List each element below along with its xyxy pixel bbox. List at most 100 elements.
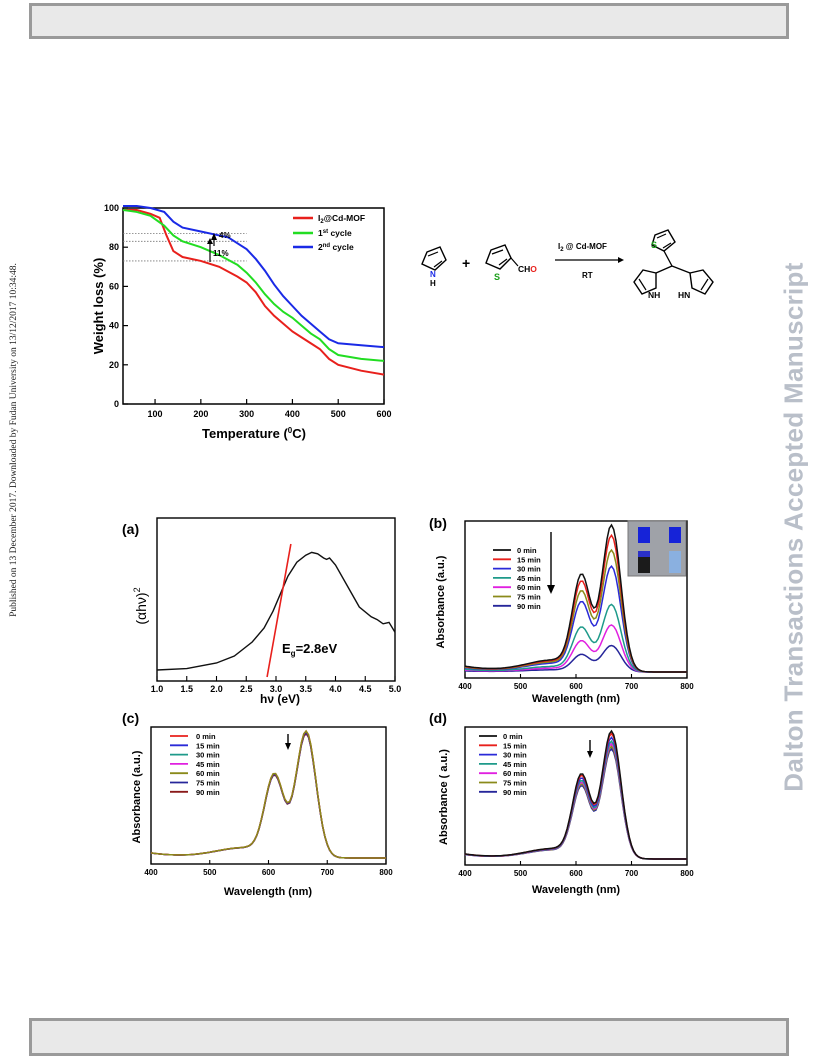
pd-series-6 bbox=[464, 745, 687, 860]
panel-a-label: (a) bbox=[122, 521, 139, 537]
pc-xtick-label: 700 bbox=[321, 868, 335, 877]
pb-series-3 bbox=[464, 565, 687, 673]
tga-series bbox=[122, 205, 385, 376]
product-pyrrole-right bbox=[689, 269, 714, 295]
pc-series-5 bbox=[150, 729, 386, 859]
panel-a-ticks: 1.0 1.5 2.0 2.5 3.0 3.5 4.0 4.5 5.0 bbox=[151, 676, 402, 694]
reagent-label: I2 @ Cd-MOF bbox=[558, 242, 607, 253]
pd-xtick-label: 700 bbox=[625, 869, 639, 878]
panel-c-arrow-head bbox=[285, 743, 291, 750]
manuscript-watermark-text: Dalton Transactions Accepted Manuscript bbox=[778, 262, 809, 792]
pb-xtick-label: 600 bbox=[569, 682, 583, 691]
pd-legend-label: 30 min bbox=[503, 751, 527, 760]
pc-legend-label: 45 min bbox=[196, 760, 220, 769]
tga-annot-11: 11% bbox=[213, 249, 229, 258]
tga-ytick-label: 20 bbox=[109, 360, 119, 370]
tga-series-3 bbox=[123, 205, 385, 349]
tga-series-1 bbox=[123, 208, 385, 376]
tga-xtick-label: 500 bbox=[331, 409, 346, 419]
thiophene-ring bbox=[485, 244, 512, 270]
pyrrole-n: N bbox=[430, 270, 436, 279]
tga-annot-4: 4% bbox=[219, 231, 231, 240]
pc-legend-label: 30 min bbox=[196, 751, 220, 760]
panel-b-trend-arrow-head bbox=[547, 585, 555, 594]
product-thiophene bbox=[651, 229, 676, 252]
pd-legend-label: 0 min bbox=[503, 732, 523, 741]
tga-ytick-label: 100 bbox=[104, 203, 119, 213]
aldehyde-label: CHO bbox=[518, 264, 537, 274]
tga-ylabel: Weight loss (%) bbox=[91, 258, 106, 355]
product-nh-left: NH bbox=[648, 290, 660, 300]
aldehyde-bond bbox=[510, 257, 519, 267]
panel-a-ylabel: (αhν)2 bbox=[132, 587, 149, 624]
pc-series-4 bbox=[150, 731, 386, 859]
panel-c-ylabel: Absorbance (a.u.) bbox=[131, 750, 143, 843]
pb-legend-label: 60 min bbox=[517, 583, 541, 592]
pd-series-5 bbox=[464, 742, 687, 860]
pd-legend-label: 15 min bbox=[503, 741, 527, 750]
pd-series-7 bbox=[464, 747, 687, 860]
pd-xtick-label: 800 bbox=[680, 869, 694, 878]
panel-a-eg: Eg=2.8eV bbox=[282, 641, 337, 658]
bottom-footer-bar bbox=[29, 1018, 789, 1056]
panel-a-xtick-label: 5.0 bbox=[389, 684, 402, 694]
product-c-bond-right bbox=[671, 265, 691, 274]
thiophene-double-bond-1 bbox=[491, 249, 504, 255]
tga-xtick-label: 400 bbox=[285, 409, 300, 419]
condition-label: RT bbox=[582, 271, 593, 280]
tga-ytick-label: 60 bbox=[109, 281, 119, 291]
thiophene-s: S bbox=[494, 272, 500, 282]
pd-legend-label: 75 min bbox=[503, 779, 527, 788]
panel-d-ylabel: Absorbance ( a.u.) bbox=[438, 749, 450, 845]
inset-vial-4 bbox=[669, 551, 681, 573]
tga-legend-2: 1st cycle bbox=[318, 228, 352, 238]
panel-b-vial-inset bbox=[627, 520, 687, 577]
tga-chart: 100 200 300 400 500 600 0 20 40 60 80 100 4% 11% I2… bbox=[91, 203, 392, 441]
manuscript-watermark: Dalton Transactions Accepted Manuscript bbox=[772, 215, 816, 840]
pc-legend-label: 15 min bbox=[196, 741, 220, 750]
panel-a-xtick-label: 2.0 bbox=[210, 684, 223, 694]
pc-legend-label: 60 min bbox=[196, 769, 220, 778]
pb-xtick-label: 400 bbox=[458, 682, 472, 691]
pd-legend-label: 90 min bbox=[503, 788, 527, 797]
pc-series-7 bbox=[150, 732, 386, 859]
publication-note-text: Published on 13 December 2017. Downloade… bbox=[9, 263, 19, 617]
inset-vial-1 bbox=[638, 527, 650, 543]
tga-arrow-4-head bbox=[211, 233, 217, 240]
panel-d-ticks: 400 500 600 700 800 bbox=[458, 861, 694, 878]
inset-vial-3-cap bbox=[638, 551, 650, 557]
inset-vial-2 bbox=[669, 527, 681, 543]
pb-series-5 bbox=[464, 624, 687, 673]
pyrrole-ring bbox=[421, 246, 447, 271]
pc-xtick-label: 600 bbox=[262, 868, 276, 877]
panel-a-xtick-label: 4.0 bbox=[329, 684, 342, 694]
pc-xtick-label: 500 bbox=[203, 868, 217, 877]
pc-series-6 bbox=[150, 731, 386, 859]
tga-xtick-label: 300 bbox=[239, 409, 254, 419]
panel-a-xtick-label: 3.0 bbox=[270, 684, 283, 694]
tga-legend-3: 2nd cycle bbox=[318, 242, 354, 252]
panel-a-fit-line bbox=[266, 543, 292, 678]
pc-series-1 bbox=[150, 729, 386, 859]
tga-ytick-label: 40 bbox=[109, 321, 119, 331]
panel-a-xlabel: hν (eV) bbox=[260, 692, 300, 706]
panel-b-series bbox=[464, 523, 687, 673]
panel-b-ylabel: Absorbance (a.u.) bbox=[435, 555, 447, 648]
product-pyrrole-right-bond bbox=[700, 278, 709, 291]
panel-a-xtick-label: 4.5 bbox=[359, 684, 372, 694]
tga-xtick-label: 100 bbox=[148, 409, 163, 419]
reaction-arrow-head bbox=[618, 257, 624, 263]
pyrrole-double-bond-2 bbox=[433, 260, 443, 268]
pc-series-3 bbox=[150, 732, 386, 859]
pyrrole-h: H bbox=[430, 279, 436, 288]
panel-d-series bbox=[464, 729, 687, 860]
pd-xtick-label: 400 bbox=[458, 869, 472, 878]
pb-legend-label: 30 min bbox=[517, 565, 541, 574]
panel-d-label: (d) bbox=[429, 710, 447, 726]
pb-series-1 bbox=[464, 523, 687, 673]
tga-series-2 bbox=[122, 208, 385, 362]
tga-xtick-label: 200 bbox=[193, 409, 208, 419]
